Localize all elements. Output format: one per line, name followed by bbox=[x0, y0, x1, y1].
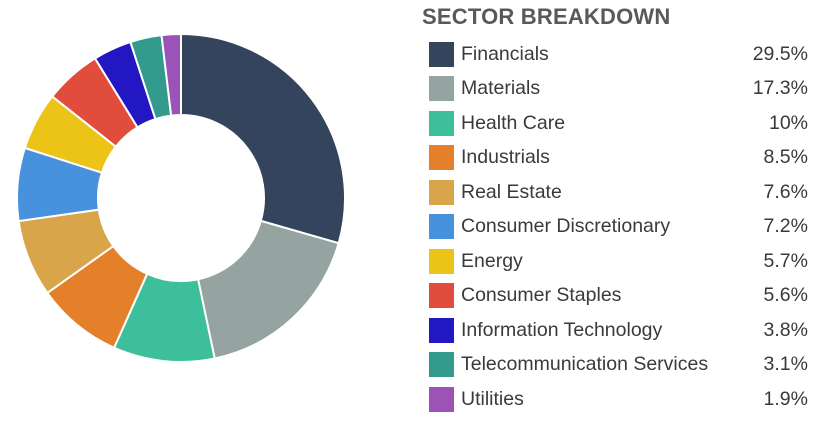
legend-swatch bbox=[429, 110, 454, 136]
legend-item-information-technology: Information Technology 3.8% bbox=[429, 313, 809, 348]
legend-swatch bbox=[429, 352, 454, 378]
legend-swatch bbox=[429, 76, 454, 102]
legend-item-telecommunication-services: Telecommunication Services 3.1% bbox=[429, 348, 809, 383]
legend-swatch bbox=[429, 145, 454, 171]
slice-materials bbox=[197, 219, 340, 360]
legend-swatch bbox=[429, 214, 454, 240]
legend-label: Consumer Staples bbox=[461, 284, 622, 307]
legend-swatch bbox=[429, 386, 454, 412]
legend-label: Health Care bbox=[461, 111, 566, 134]
legend-item-financials: Financials 29.5% bbox=[429, 37, 809, 72]
legend-item-industrials: Industrials 8.5% bbox=[429, 141, 809, 176]
legend-item-real-estate: Real Estate 7.6% bbox=[429, 175, 809, 210]
donut-chart bbox=[16, 33, 346, 363]
legend-value: 17.3% bbox=[752, 77, 808, 100]
legend-value: 5.7% bbox=[763, 249, 808, 272]
legend-swatch bbox=[429, 41, 454, 67]
legend-label: Consumer Discretionary bbox=[461, 215, 671, 238]
slice-financials bbox=[180, 33, 346, 245]
legend-item-consumer-staples: Consumer Staples 5.6% bbox=[429, 279, 809, 314]
legend-swatch bbox=[429, 179, 454, 205]
chart-legend: Financials 29.5% Materials 17.3% Health Care… bbox=[429, 37, 809, 417]
chart-title: SECTOR BREAKDOWN bbox=[422, 4, 671, 29]
legend-swatch bbox=[429, 248, 454, 274]
legend-swatch bbox=[429, 317, 454, 343]
legend-item-energy: Energy 5.7% bbox=[429, 244, 809, 279]
legend-label: Utilities bbox=[461, 387, 524, 410]
legend-value: 29.5% bbox=[752, 42, 808, 65]
legend-label: Energy bbox=[461, 249, 523, 272]
legend-item-materials: Materials 17.3% bbox=[429, 72, 809, 107]
legend-value: 3.8% bbox=[763, 318, 808, 341]
legend-label: Information Technology bbox=[461, 318, 663, 341]
slice-utilities bbox=[160, 33, 182, 117]
legend-label: Materials bbox=[461, 77, 541, 100]
legend-value: 8.5% bbox=[763, 146, 808, 169]
legend-item-health-care: Health Care 10% bbox=[429, 106, 809, 141]
legend-value: 5.6% bbox=[763, 284, 808, 307]
legend-value: 1.9% bbox=[763, 387, 808, 410]
legend-item-consumer-discretionary: Consumer Discretionary 7.2% bbox=[429, 210, 809, 245]
legend-label: Industrials bbox=[461, 146, 550, 169]
legend-value: 3.1% bbox=[763, 353, 808, 376]
legend-value: 7.2% bbox=[763, 215, 808, 238]
legend-label: Real Estate bbox=[461, 180, 562, 203]
legend-value: 7.6% bbox=[763, 180, 808, 203]
legend-label: Financials bbox=[461, 42, 549, 65]
legend-swatch bbox=[429, 283, 454, 309]
legend-value: 10% bbox=[768, 111, 808, 134]
legend-item-utilities: Utilities 1.9% bbox=[429, 382, 809, 417]
legend-label: Telecommunication Services bbox=[461, 353, 709, 376]
